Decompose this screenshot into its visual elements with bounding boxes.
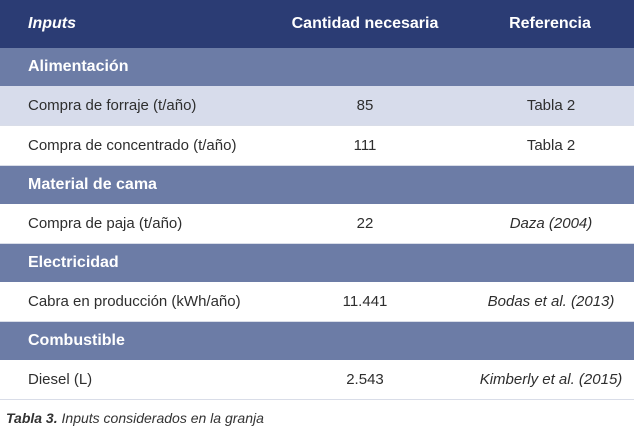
table-row: Compra de forraje (t/año) 85 Tabla 2 xyxy=(0,86,634,126)
row-reference: Daza (2004) xyxy=(509,215,593,232)
section-row-material-de-cama: Material de cama xyxy=(0,166,634,204)
row-quantity: 85 xyxy=(356,97,374,114)
section-title: Alimentación xyxy=(28,58,129,75)
table-row: Compra de paja (t/año) 22 Daza (2004) xyxy=(0,204,634,244)
row-reference: Tabla 2 xyxy=(526,137,576,154)
row-reference: Bodas et al. (2013) xyxy=(487,293,615,310)
header-inputs: Inputs xyxy=(28,15,76,32)
row-input: Compra de forraje (t/año) xyxy=(28,97,197,114)
row-quantity: 22 xyxy=(356,215,374,232)
section-row-combustible: Combustible xyxy=(0,322,634,360)
header-reference: Referencia xyxy=(509,15,591,32)
caption-text: Inputs considerados en la granja xyxy=(57,410,264,426)
row-input: Diesel (L) xyxy=(28,371,93,388)
row-reference: Kimberly et al. (2015) xyxy=(479,371,623,388)
table-row: Diesel (L) 2.543 Kimberly et al. (2015) xyxy=(0,360,634,400)
table-header-row: Inputs Cantidad necesaria Referencia xyxy=(0,0,634,48)
row-quantity: 11.441 xyxy=(342,293,388,310)
inputs-table: Inputs Cantidad necesaria Referencia Ali… xyxy=(0,0,634,400)
row-reference: Tabla 2 xyxy=(526,97,576,114)
caption-label: Tabla 3. xyxy=(6,410,58,426)
section-row-electricidad: Electricidad xyxy=(0,244,634,282)
table-row: Compra de concentrado (t/año) 111 Tabla … xyxy=(0,126,634,166)
header-quantity: Cantidad necesaria xyxy=(291,15,439,32)
section-title: Combustible xyxy=(28,332,125,349)
row-quantity: 2.543 xyxy=(346,371,384,388)
section-title: Electricidad xyxy=(28,254,119,271)
table-row: Cabra en producción (kWh/año) 11.441 Bod… xyxy=(0,282,634,322)
row-input: Cabra en producción (kWh/año) xyxy=(28,293,241,310)
section-row-alimentacion: Alimentación xyxy=(0,48,634,86)
table-caption: Tabla 3. Inputs considerados en la granj… xyxy=(6,410,264,426)
section-title: Material de cama xyxy=(28,176,157,193)
row-quantity: 111 xyxy=(353,137,377,154)
row-input: Compra de paja (t/año) xyxy=(28,215,183,232)
row-input: Compra de concentrado (t/año) xyxy=(28,137,237,154)
